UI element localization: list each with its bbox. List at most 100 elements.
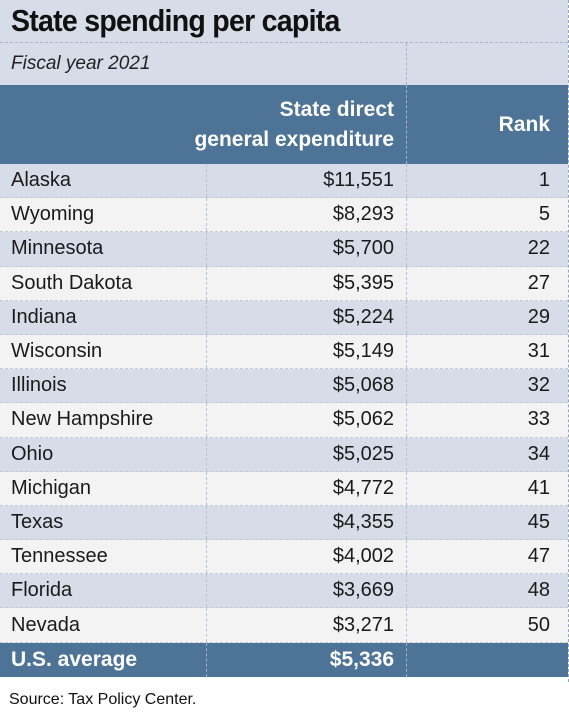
subtitle-row: Fiscal year 2021 bbox=[0, 43, 568, 85]
table-row: Michigan $4,772 41 bbox=[0, 471, 568, 506]
table-row: Minnesota $5,700 22 bbox=[0, 232, 568, 267]
expenditure-value: $8,293 bbox=[332, 203, 394, 226]
rank-value: 41 bbox=[527, 476, 550, 499]
expenditure-value: $5,062 bbox=[332, 408, 394, 431]
title-row: State spending per capita bbox=[0, 0, 568, 43]
state-name: Nevada bbox=[11, 613, 80, 636]
subtitle-cell: Fiscal year 2021 bbox=[0, 43, 407, 85]
expenditure-value: $4,772 bbox=[332, 476, 394, 499]
rank-value: 48 bbox=[527, 579, 550, 602]
expenditure-value: $5,025 bbox=[332, 442, 394, 465]
state-name: Minnesota bbox=[11, 237, 104, 260]
average-rank-cell bbox=[407, 643, 568, 677]
state-name-cell: Michigan bbox=[0, 471, 207, 505]
rank-value: 22 bbox=[527, 237, 550, 260]
state-name: Ohio bbox=[11, 442, 54, 465]
state-name-cell: Wisconsin bbox=[0, 334, 207, 369]
expenditure-value: $5,224 bbox=[332, 305, 394, 328]
state-name-cell: Texas bbox=[0, 505, 207, 540]
header-state-cell bbox=[0, 85, 207, 164]
rank-value: 27 bbox=[527, 271, 550, 294]
state-name-cell: Minnesota bbox=[0, 232, 207, 266]
rank-value: 50 bbox=[527, 613, 550, 636]
rank-value: 47 bbox=[527, 545, 550, 568]
rank-cell: 34 bbox=[407, 438, 568, 471]
expenditure-value: $4,002 bbox=[332, 545, 394, 568]
rank-value: 32 bbox=[527, 374, 550, 397]
rank-cell: 27 bbox=[407, 267, 568, 300]
expenditure-cell: $3,669 bbox=[207, 574, 407, 608]
rank-cell: 22 bbox=[407, 232, 568, 265]
average-label-cell: U.S. average bbox=[0, 642, 207, 677]
rank-value: 29 bbox=[527, 305, 550, 328]
expenditure-cell: $5,700 bbox=[207, 232, 407, 266]
rank-value: 31 bbox=[527, 340, 550, 363]
state-name-cell: Florida bbox=[0, 574, 207, 608]
rank-value: 1 bbox=[538, 169, 550, 192]
rank-value: 33 bbox=[527, 408, 550, 431]
state-name-cell: Ohio bbox=[0, 437, 207, 471]
expenditure-cell: $5,068 bbox=[207, 369, 407, 403]
expenditure-cell: $4,772 bbox=[207, 471, 407, 505]
expenditure-value: $5,149 bbox=[332, 340, 394, 363]
state-name: Wisconsin bbox=[11, 340, 103, 363]
average-row: U.S. average $5,336 bbox=[0, 642, 568, 677]
table-row: Alaska $11,551 1 bbox=[0, 164, 568, 199]
source-note: Source: Tax Policy Center. bbox=[9, 691, 197, 708]
expenditure-cell: $4,002 bbox=[207, 540, 407, 574]
rank-value: 5 bbox=[538, 203, 550, 226]
table-row: Texas $4,355 45 bbox=[0, 505, 568, 541]
state-name: Indiana bbox=[11, 305, 77, 328]
state-name: Michigan bbox=[11, 476, 92, 499]
rank-cell: 33 bbox=[407, 403, 568, 436]
rank-cell: 32 bbox=[407, 369, 568, 402]
header-expenditure-line2: general expenditure bbox=[194, 127, 394, 151]
table-row: Indiana $5,224 29 bbox=[0, 300, 568, 335]
rank-value: 34 bbox=[527, 442, 550, 465]
state-name-cell: New Hampshire bbox=[0, 403, 207, 437]
expenditure-cell: $5,395 bbox=[207, 266, 407, 300]
rank-cell: 5 bbox=[407, 198, 568, 231]
expenditure-cell: $4,355 bbox=[207, 505, 407, 540]
rank-cell: 29 bbox=[407, 301, 568, 334]
table-row: Wisconsin $5,149 31 bbox=[0, 334, 568, 370]
expenditure-value: $3,669 bbox=[332, 579, 394, 602]
rank-cell: 45 bbox=[407, 506, 568, 539]
state-name: South Dakota bbox=[11, 271, 133, 294]
header-rank-label: Rank bbox=[498, 112, 550, 136]
rank-cell: 41 bbox=[407, 472, 568, 505]
expenditure-cell: $3,271 bbox=[207, 608, 407, 642]
rank-cell: 47 bbox=[407, 540, 568, 573]
state-name: Alaska bbox=[11, 169, 72, 192]
state-name: Wyoming bbox=[11, 203, 95, 226]
state-name: Illinois bbox=[11, 374, 67, 397]
state-name: New Hampshire bbox=[11, 408, 154, 431]
subtitle-blank-cell bbox=[407, 43, 568, 85]
expenditure-value: $11,551 bbox=[323, 169, 394, 192]
state-name-cell: Tennessee bbox=[0, 540, 207, 574]
state-name-cell: Indiana bbox=[0, 300, 207, 334]
expenditure-cell: $5,224 bbox=[207, 300, 407, 334]
state-name-cell: Nevada bbox=[0, 608, 207, 642]
table-body: Alaska $11,551 1 Wyoming $8,293 5 Minnesota $5,… bbox=[0, 164, 568, 643]
state-name: Tennessee bbox=[11, 545, 108, 568]
table-row: Ohio $5,025 34 bbox=[0, 437, 568, 472]
expenditure-value: $5,395 bbox=[332, 271, 394, 294]
state-name-cell: Illinois bbox=[0, 369, 207, 403]
table-row: New Hampshire $5,062 33 bbox=[0, 403, 568, 438]
table-row: Illinois $5,068 32 bbox=[0, 369, 568, 404]
spending-table-card: State spending per capita Fiscal year 20… bbox=[0, 0, 569, 682]
table-row: Tennessee $4,002 47 bbox=[0, 540, 568, 575]
average-expenditure-cell: $5,336 bbox=[207, 642, 407, 677]
state-name-cell: South Dakota bbox=[0, 266, 207, 300]
table-row: Wyoming $8,293 5 bbox=[0, 198, 568, 233]
table-title: State spending per capita bbox=[11, 3, 340, 38]
rank-cell: 1 bbox=[407, 164, 568, 197]
table-row: Florida $3,669 48 bbox=[0, 574, 568, 609]
expenditure-cell: $11,551 bbox=[207, 164, 407, 198]
table-row: South Dakota $5,395 27 bbox=[0, 266, 568, 301]
expenditure-value: $5,068 bbox=[332, 374, 394, 397]
state-name: Texas bbox=[11, 510, 64, 533]
table-row: Nevada $3,271 50 bbox=[0, 608, 568, 643]
header-expenditure-line1: State direct bbox=[279, 97, 394, 121]
